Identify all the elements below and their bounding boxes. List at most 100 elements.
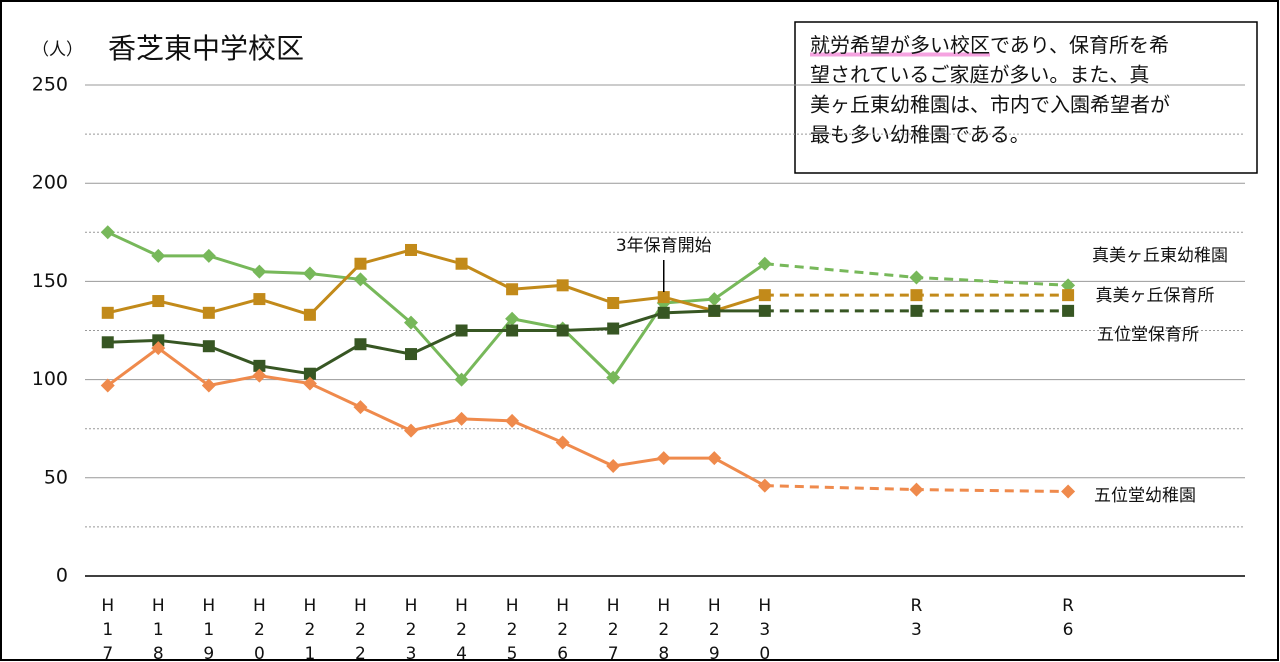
marker	[354, 338, 367, 351]
marker	[201, 248, 216, 263]
marker	[405, 243, 418, 256]
marker	[607, 322, 620, 335]
x-tick-label: H28	[654, 596, 674, 662]
marker	[607, 297, 620, 310]
y-tick-label: 200	[32, 172, 68, 194]
marker	[152, 295, 165, 308]
note-text: であり、保育所を希	[990, 33, 1169, 57]
marker	[454, 372, 469, 387]
marker	[1061, 484, 1076, 499]
marker	[202, 340, 215, 353]
note-box	[794, 21, 1258, 174]
marker	[152, 334, 165, 347]
marker	[101, 306, 114, 319]
marker	[1062, 289, 1075, 302]
series-label: 真美ヶ丘東幼稚園	[1092, 246, 1228, 266]
x-tick-label: H19	[199, 596, 219, 662]
x-tick-label: H26	[553, 596, 573, 662]
y-tick-label: 250	[32, 74, 68, 96]
x-tick-label: H22	[350, 596, 370, 662]
series-label: 五位堂保育所	[1097, 325, 1199, 345]
marker	[758, 304, 771, 317]
x-tick-label: H23	[401, 596, 421, 662]
marker	[455, 324, 468, 337]
x-tick-label: H20	[249, 596, 269, 662]
marker	[252, 368, 267, 383]
y-axis-label: （人）	[32, 40, 83, 60]
marker	[707, 292, 722, 307]
marker	[353, 400, 368, 415]
marker	[303, 308, 316, 321]
marker	[606, 370, 621, 385]
marker	[556, 279, 569, 292]
marker	[354, 257, 367, 270]
marker	[606, 459, 621, 474]
chart-title: 香芝東中学校区	[108, 32, 304, 65]
x-tick-label: H29	[704, 596, 724, 662]
marker	[302, 266, 317, 281]
annotation: 3年保育開始	[616, 236, 712, 256]
note-line: 就労希望が多い校区であり、保育所を希	[810, 33, 1169, 57]
marker	[656, 451, 671, 466]
y-tick-label: 150	[32, 270, 68, 292]
marker	[707, 451, 722, 466]
x-tick-label: H27	[603, 596, 623, 662]
series-label: 真美ヶ丘保育所	[1096, 286, 1215, 306]
marker	[909, 270, 924, 285]
marker	[404, 315, 419, 330]
marker	[303, 367, 316, 380]
marker	[201, 378, 216, 393]
note-line: 美ヶ丘東幼稚園は、市内で入園希望者が	[810, 93, 1170, 117]
y-tick-label: 0	[56, 565, 68, 587]
marker	[910, 304, 923, 317]
y-tick-label: 50	[44, 466, 68, 488]
marker	[252, 264, 267, 279]
marker	[455, 257, 468, 270]
x-tick-label: H21	[300, 596, 320, 662]
marker	[909, 482, 924, 497]
marker	[506, 324, 519, 337]
marker	[100, 378, 115, 393]
note-line: 望されているご家庭が多い。また、真	[810, 63, 1149, 87]
marker	[253, 359, 266, 372]
marker	[404, 423, 419, 438]
marker	[505, 413, 520, 428]
series-line	[107, 309, 765, 376]
marker	[353, 272, 368, 287]
marker	[556, 324, 569, 337]
marker	[101, 336, 114, 349]
marker	[100, 225, 115, 240]
series-line	[107, 248, 766, 317]
x-tick-label: R6	[1058, 596, 1078, 644]
series-line	[106, 346, 766, 487]
marker	[405, 348, 418, 361]
marker	[757, 256, 772, 271]
marker	[657, 306, 670, 319]
x-tick-label: H25	[502, 596, 522, 662]
y-tick-label: 100	[32, 368, 68, 390]
marker	[151, 248, 166, 263]
marker	[910, 289, 923, 302]
marker	[708, 304, 721, 317]
x-tick-label: R3	[906, 596, 926, 644]
x-tick-label: H30	[755, 596, 775, 662]
x-tick-label: H17	[98, 596, 118, 662]
marker	[1062, 304, 1075, 317]
marker	[253, 293, 266, 306]
x-tick-label: H24	[452, 596, 472, 662]
marker	[506, 283, 519, 296]
marker	[454, 411, 469, 426]
series-label: 五位堂幼稚園	[1094, 486, 1196, 506]
note-highlight: 就労希望が多い校区	[810, 33, 990, 57]
marker	[758, 289, 771, 302]
marker	[1061, 278, 1076, 293]
marker	[151, 341, 166, 356]
marker	[202, 306, 215, 319]
marker	[657, 291, 670, 304]
marker	[505, 311, 520, 326]
marker	[555, 435, 570, 450]
marker	[757, 478, 772, 493]
x-tick-label: H18	[148, 596, 168, 662]
marker	[302, 376, 317, 391]
